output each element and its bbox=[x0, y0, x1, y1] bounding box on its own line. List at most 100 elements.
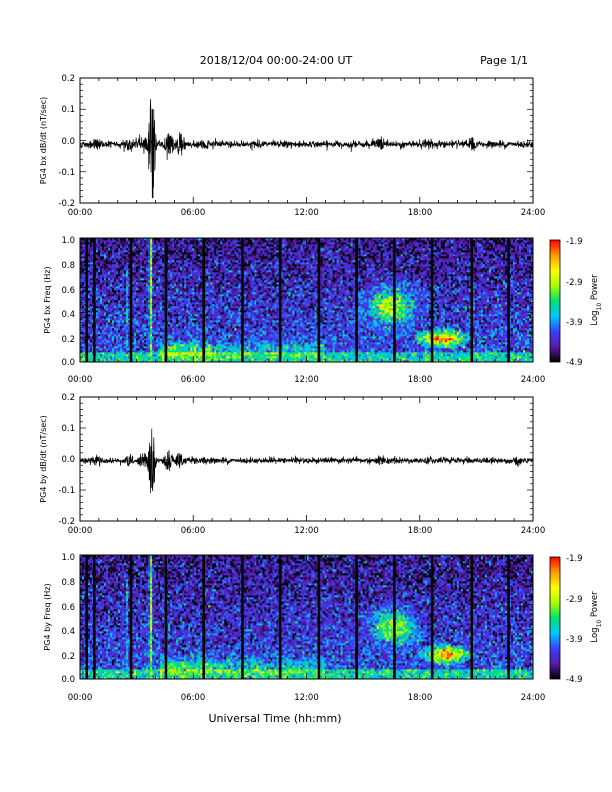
spectrogram-cell bbox=[152, 242, 154, 244]
spectrogram-cell bbox=[176, 308, 178, 310]
spectrogram-cell bbox=[170, 284, 172, 286]
spectrogram-cell bbox=[138, 290, 140, 292]
spectrogram-cell bbox=[172, 298, 174, 300]
spectrogram-cell bbox=[190, 314, 192, 316]
spectrogram-cell bbox=[230, 242, 232, 244]
spectrogram-cell bbox=[158, 344, 160, 346]
spectrogram-cell bbox=[122, 330, 124, 332]
spectrogram-cell bbox=[108, 248, 110, 250]
spectrogram-cell bbox=[102, 288, 104, 290]
spectrogram-cell bbox=[118, 306, 120, 308]
spectrogram-cell bbox=[192, 314, 194, 316]
spectrogram-cell bbox=[194, 260, 196, 262]
spectrogram-cell bbox=[96, 348, 98, 350]
spectrogram-cell bbox=[124, 322, 126, 324]
spectrogram-cell bbox=[190, 266, 192, 268]
spectrogram-cell bbox=[186, 336, 188, 338]
spectrogram-cell bbox=[192, 304, 194, 306]
spectrogram-cell bbox=[230, 290, 232, 292]
spectrogram-cell bbox=[132, 352, 134, 354]
spectrogram-cell bbox=[156, 282, 158, 284]
spectrogram-cell bbox=[146, 268, 148, 270]
spectrogram-cell bbox=[228, 336, 230, 338]
spectrogram-cell bbox=[148, 296, 150, 298]
spectrogram-cell bbox=[188, 248, 190, 250]
spectrogram-cell bbox=[172, 290, 174, 292]
spectrogram-cell bbox=[224, 324, 226, 326]
spectrogram-cell bbox=[102, 264, 104, 266]
spectrogram-cell bbox=[226, 330, 228, 332]
spectrogram-cell bbox=[236, 268, 238, 270]
spectrogram-cell bbox=[216, 358, 218, 360]
spectrogram-cell bbox=[140, 264, 142, 266]
spectrogram-cell bbox=[152, 294, 154, 296]
spectrogram-cell bbox=[214, 358, 216, 360]
spectrogram-cell bbox=[126, 292, 128, 294]
spectrogram-cell bbox=[98, 264, 100, 266]
spectrogram-cell bbox=[200, 258, 202, 260]
spectrogram-cell bbox=[194, 282, 196, 284]
spectrogram-cell bbox=[224, 330, 226, 332]
spectrogram-cell bbox=[100, 286, 102, 288]
spectrogram-cell bbox=[154, 292, 156, 294]
spectrogram-cell bbox=[146, 312, 148, 314]
spectrogram-cell bbox=[168, 258, 170, 260]
spectrogram-cell bbox=[136, 308, 138, 310]
spectrogram-cell bbox=[146, 330, 148, 332]
spectrogram-cell bbox=[98, 258, 100, 260]
spectrogram-cell bbox=[126, 276, 128, 278]
spectrogram-cell bbox=[160, 320, 162, 322]
spectrogram-cell bbox=[178, 348, 180, 350]
spectrogram-cell bbox=[88, 300, 90, 302]
spectrogram-cell bbox=[194, 274, 196, 276]
spectrogram-cell bbox=[154, 326, 156, 328]
spectrogram-cell bbox=[90, 354, 92, 356]
spectrogram-cell bbox=[158, 334, 160, 336]
spectrogram-cell bbox=[154, 302, 156, 304]
spectrogram-cell bbox=[180, 302, 182, 304]
spectrogram-cell bbox=[156, 254, 158, 256]
spectrogram-cell bbox=[206, 246, 208, 248]
spectrogram-cell bbox=[210, 302, 212, 304]
spectrogram-cell bbox=[214, 314, 216, 316]
spectrogram-cell bbox=[178, 280, 180, 282]
spectrogram-cell bbox=[152, 340, 154, 342]
spectrogram-cell bbox=[96, 324, 98, 326]
spectrogram-cell bbox=[152, 258, 154, 260]
spectrogram-cell bbox=[178, 330, 180, 332]
spectrogram-cell bbox=[110, 280, 112, 282]
spectrogram-cell bbox=[182, 272, 184, 274]
spectrogram-cell bbox=[222, 354, 224, 356]
spectrogram-cell bbox=[226, 350, 228, 352]
spectrogram-cell bbox=[104, 272, 106, 274]
spectrogram-cell bbox=[138, 304, 140, 306]
spectrogram-cell bbox=[234, 310, 236, 312]
spectrogram-cell bbox=[188, 242, 190, 244]
spectrogram-cell bbox=[222, 302, 224, 304]
spectrogram-cell bbox=[192, 344, 194, 346]
spectrogram-cell bbox=[96, 260, 98, 262]
spectrogram-cell bbox=[182, 266, 184, 268]
spectrogram-cell bbox=[222, 286, 224, 288]
spectrogram-cell bbox=[214, 260, 216, 262]
spectrogram-cell bbox=[156, 300, 158, 302]
spectrogram-cell bbox=[142, 254, 144, 256]
spectrogram-cell bbox=[120, 264, 122, 266]
spectrogram-cell bbox=[212, 352, 214, 354]
spectrogram-cell bbox=[88, 322, 90, 324]
spectrogram-cell bbox=[132, 254, 134, 256]
spectrogram-cell bbox=[174, 288, 176, 290]
spectrogram-cell bbox=[108, 276, 110, 278]
spectrogram-cell bbox=[226, 240, 228, 242]
spectrogram-cell bbox=[226, 352, 228, 354]
spectrogram-cell bbox=[104, 302, 106, 304]
spectrogram-cell bbox=[210, 250, 212, 252]
spectrogram-cell bbox=[114, 306, 116, 308]
spectrogram-cell bbox=[116, 302, 118, 304]
spectrogram-cell bbox=[90, 330, 92, 332]
spectrogram-cell bbox=[236, 270, 238, 272]
spectrogram-cell bbox=[154, 340, 156, 342]
spectrogram-cell bbox=[228, 342, 230, 344]
spectrogram-cell bbox=[88, 292, 90, 294]
spectrogram-cell bbox=[140, 244, 142, 246]
